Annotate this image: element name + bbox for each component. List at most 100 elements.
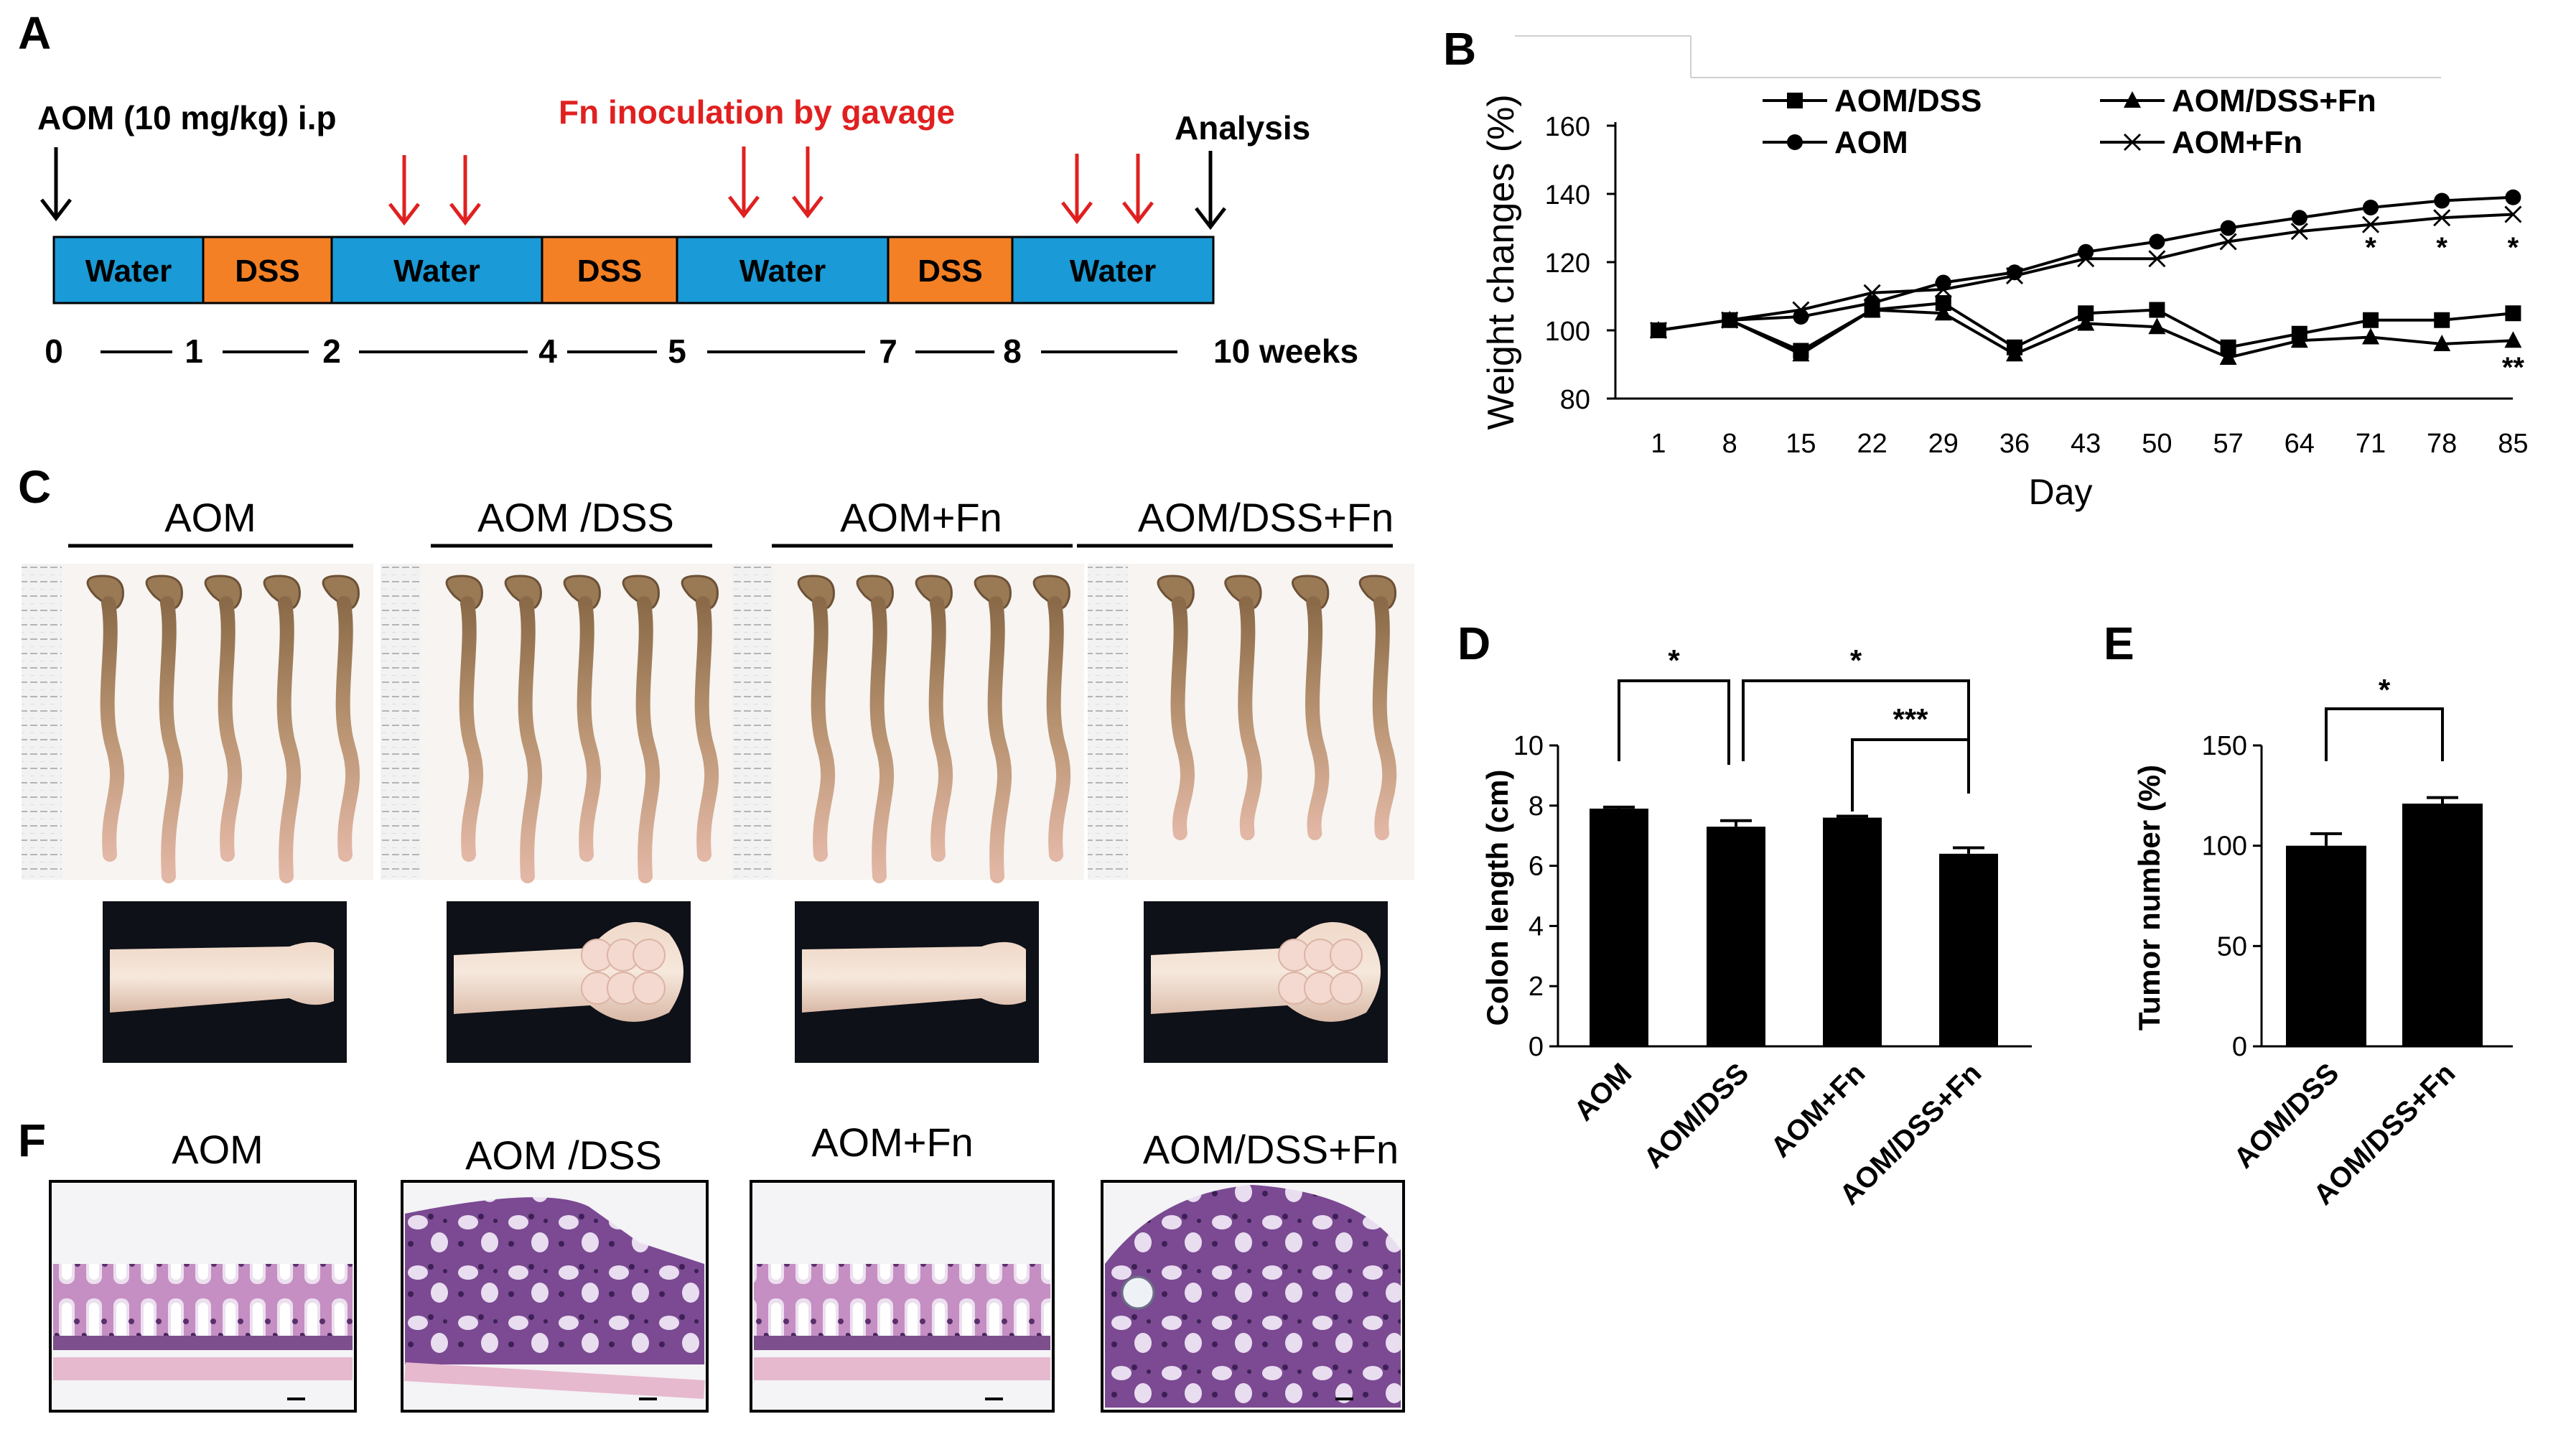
red-arrow-icon <box>728 147 760 219</box>
group-title: AOM/DSS+Fn <box>1138 495 1394 540</box>
panel-label-d: D <box>1457 618 1490 669</box>
x-tick-label: 15 <box>1786 429 1816 459</box>
ruler <box>1088 564 1128 880</box>
ruler <box>22 564 62 880</box>
red-arrows <box>388 147 1154 226</box>
colon-tissue <box>100 596 125 862</box>
group-title: AOM /DSS <box>477 495 674 540</box>
muscularis-externa <box>404 1362 705 1399</box>
significance-bracket <box>1742 679 1970 794</box>
timeline-axis: 0 1 2 4 5 7 8 10 weeks <box>45 332 1358 370</box>
colon-tissue <box>1046 596 1071 862</box>
mucosa <box>754 1264 1050 1336</box>
colon-tissue <box>694 596 719 862</box>
opened-colon <box>110 941 334 1013</box>
point-aom-fn <box>2077 250 2095 268</box>
timeline-tick-label: 7 <box>879 332 897 370</box>
colon-tissue <box>276 596 302 883</box>
ruler <box>381 564 421 880</box>
point-aom-dss-fn <box>2362 327 2379 345</box>
significance-marker: * <box>1668 643 1680 677</box>
point-aom-dss-fn <box>1934 304 1952 321</box>
red-arrow-icon <box>449 155 481 226</box>
point-aom-fn <box>2361 215 2380 233</box>
bar <box>1939 853 1998 1046</box>
point-aom-dss <box>2434 312 2450 328</box>
y-tick-label: 120 <box>1545 248 1590 279</box>
red-arrow-icon <box>792 147 823 219</box>
point-aom-fn <box>2504 205 2522 223</box>
bar <box>2402 804 2483 1046</box>
tumor-nodule <box>633 939 666 972</box>
point-aom-dss <box>2220 339 2236 355</box>
point-aom-dss-fn <box>2148 317 2166 335</box>
legend-marker <box>1787 134 1803 150</box>
timeline-segment-label: DSS <box>918 254 982 289</box>
bar <box>1823 817 1882 1046</box>
histology-title: AOM/DSS+Fn <box>1143 1127 1399 1172</box>
timeline-tick-label: 8 <box>1003 332 1022 370</box>
point-aom <box>2434 192 2450 209</box>
y-axis-label: Weight changes (%) <box>1480 94 1522 429</box>
timeline-tick-label: 1 <box>185 332 203 370</box>
colon-tissue <box>1305 596 1330 840</box>
muscularis-externa <box>53 1357 353 1380</box>
legend-label: AOM/DSS <box>1834 83 1982 118</box>
bar <box>1590 808 1648 1046</box>
x-tick-label: 29 <box>1928 429 1959 459</box>
timeline-tick-label: 5 <box>668 332 686 370</box>
colon-photo <box>381 564 732 880</box>
group-title: AOM <box>164 495 256 540</box>
colon-tissue <box>869 596 895 883</box>
colon-photo <box>22 564 373 880</box>
y-tick-label: 6 <box>1529 852 1544 882</box>
colon-length-chart: 0 2 4 6 8 10 Colon length (cm) AOM AOM/DSS AOM+Fn… <box>1480 643 2032 1211</box>
red-arrow-icon <box>1061 154 1093 225</box>
point-aom-fn <box>1649 321 1668 340</box>
timeline-segment-label: Water <box>739 254 826 289</box>
timeline-tick-label: 2 <box>322 332 341 370</box>
timeline-bar: Water DSS Water DSS Water DSS Water <box>52 236 1215 304</box>
category-label: AOM/DSS <box>1638 1057 1755 1174</box>
timeline-tick-label: 0 <box>45 332 63 370</box>
x-tick-label: 36 <box>1999 429 2030 459</box>
x-tick-label: 64 <box>2285 429 2315 459</box>
colon-photos: AOM AOM /DSS AOM+Fn AOM/DSS+Fn <box>22 495 1414 1063</box>
colon-tissue <box>1238 596 1262 840</box>
colon-tissue <box>459 596 484 862</box>
legend-marker <box>1787 93 1803 108</box>
colon-tissue <box>218 596 243 862</box>
timeline-segment <box>887 236 1014 304</box>
point-aom-dss-fn <box>1792 345 1810 362</box>
point-aom-dss <box>2363 312 2379 328</box>
y-tick-label: 10 <box>1513 731 1544 761</box>
point-aom <box>2291 210 2307 226</box>
point-aom-dss-fn <box>2433 335 2451 351</box>
significance-bracket <box>2325 707 2444 761</box>
category-label: AOM <box>1568 1057 1638 1127</box>
point-aom <box>2363 200 2379 215</box>
histology-title: AOM /DSS <box>465 1133 662 1178</box>
x-tick-label: 1 <box>1651 429 1666 459</box>
panel-label-c: C <box>18 461 51 513</box>
y-tick-label: 160 <box>1545 112 1590 142</box>
point-aom-dss-fn <box>2219 348 2237 365</box>
timeline-tick-label: 4 <box>538 332 557 370</box>
colon-tissue <box>811 596 836 862</box>
timeline-segment <box>52 236 205 304</box>
y-tick-label: 150 <box>2202 731 2247 761</box>
y-tick-label: 100 <box>2202 832 2247 862</box>
timeline-segment <box>1011 236 1215 304</box>
point-aom-dss-fn <box>2006 345 2023 362</box>
histology-title: AOM+Fn <box>811 1120 974 1165</box>
x-tick-label: 22 <box>1857 429 1887 459</box>
muscularis-mucosae <box>754 1336 1050 1350</box>
y-axis-label: Tumor number (%) <box>2132 765 2166 1031</box>
y-axis-label: Colon length (cm) <box>1480 770 1514 1026</box>
colon-tissue <box>635 596 661 883</box>
mucosa <box>53 1264 353 1336</box>
significance-marker: * <box>2379 673 2391 707</box>
x-tick-label: 57 <box>2213 429 2243 459</box>
significance-marker: ** <box>2502 352 2525 383</box>
